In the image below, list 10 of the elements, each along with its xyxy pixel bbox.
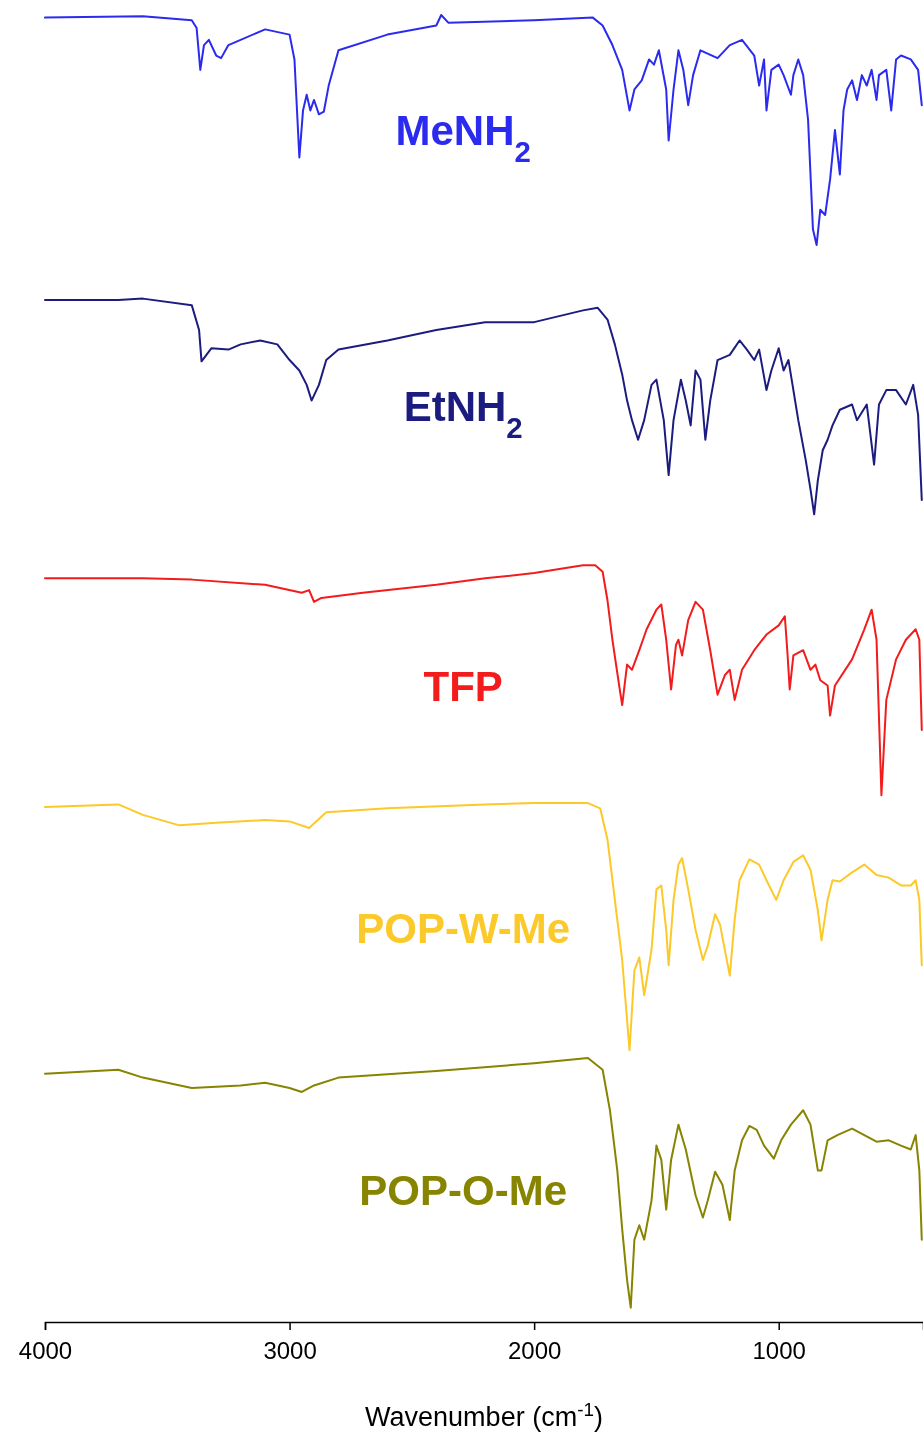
x-axis-title: Wavenumber (cm$^{-1}$) — [365, 1398, 603, 1432]
series-label: POP-O-Me — [359, 1166, 568, 1214]
series-label: TFP — [423, 662, 503, 710]
series-label: POP-W-Me — [356, 904, 571, 952]
series-label: MeNH$_{2}$ — [395, 107, 531, 168]
x-tick-label: 2000 — [507, 1337, 562, 1365]
x-tick-label: 1000 — [752, 1337, 806, 1365]
series-label: EtNH$_{2}$ — [403, 383, 523, 444]
x-tick-label: 4000 — [18, 1337, 73, 1365]
x-tick-label: 3000 — [263, 1337, 317, 1365]
